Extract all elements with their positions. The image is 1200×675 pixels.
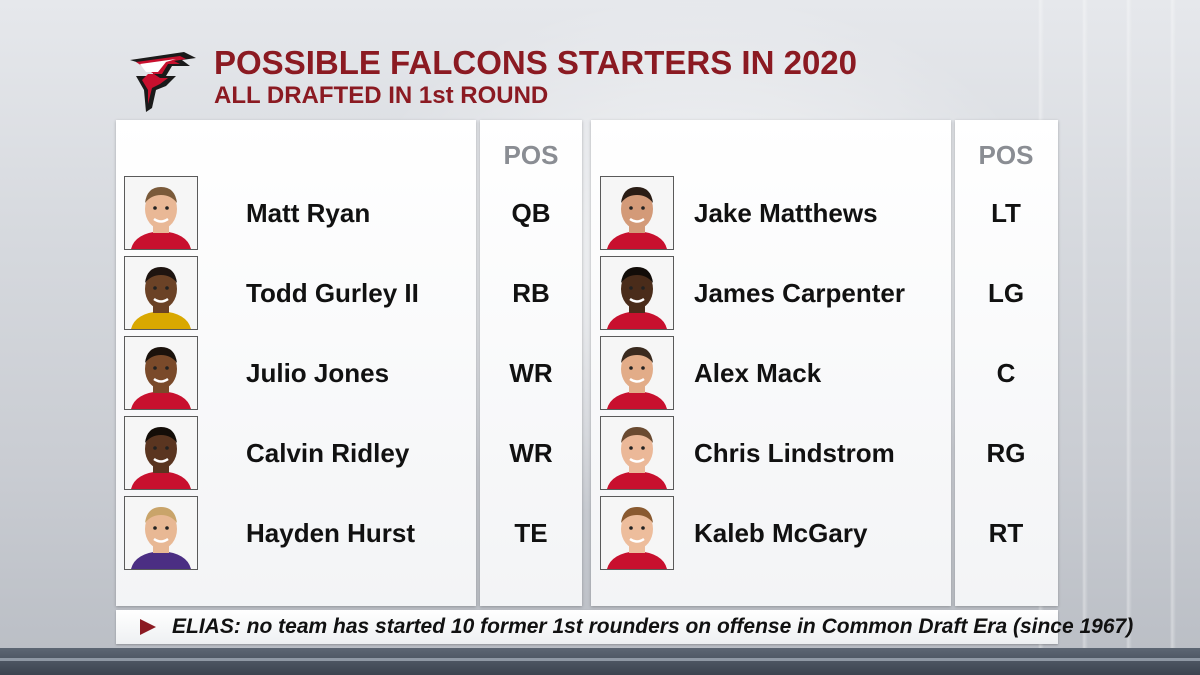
player-photo bbox=[600, 496, 674, 570]
player-position: RT bbox=[988, 518, 1024, 548]
player-photo bbox=[600, 256, 674, 330]
player-photo bbox=[124, 416, 198, 490]
player-name: Calvin Ridley bbox=[246, 438, 410, 468]
footer-note-bar: ELIAS: no team has started 10 former 1st… bbox=[116, 610, 1133, 644]
player-position: LG bbox=[987, 278, 1025, 308]
right-pos-header: POS bbox=[978, 140, 1034, 170]
player-name: James Carpenter bbox=[694, 278, 905, 308]
left-pos-panel bbox=[480, 120, 582, 606]
player-name: Hayden Hurst bbox=[246, 518, 416, 548]
page-title: POSSIBLE FALCONS STARTERS IN 2020 bbox=[214, 44, 858, 81]
player-position: WR bbox=[509, 358, 553, 388]
footer-note: ELIAS: no team has started 10 former 1st… bbox=[172, 615, 1134, 638]
player-position: C bbox=[996, 358, 1016, 388]
player-position: RG bbox=[986, 438, 1026, 468]
player-position: TE bbox=[514, 518, 548, 548]
player-name: Matt Ryan bbox=[246, 198, 371, 228]
bottom-bar bbox=[0, 648, 1200, 675]
right-pos-panel bbox=[955, 120, 1058, 606]
player-name: Jake Matthews bbox=[694, 198, 878, 228]
player-photo bbox=[124, 496, 198, 570]
player-photo bbox=[124, 336, 198, 410]
falcons-logo-icon bbox=[130, 52, 196, 112]
player-name: Todd Gurley II bbox=[246, 278, 419, 308]
player-position: RB bbox=[512, 278, 550, 308]
player-name: Kaleb McGary bbox=[694, 518, 868, 548]
left-pos-header: POS bbox=[503, 140, 559, 170]
player-name: Chris Lindstrom bbox=[694, 438, 895, 468]
player-position: LT bbox=[991, 198, 1021, 228]
player-position: QB bbox=[511, 198, 551, 228]
play-arrow-icon bbox=[140, 619, 156, 635]
player-photo bbox=[600, 336, 674, 410]
player-name: Julio Jones bbox=[246, 358, 390, 388]
player-photo bbox=[600, 176, 674, 250]
player-photo bbox=[124, 176, 198, 250]
player-photo bbox=[600, 416, 674, 490]
player-position: WR bbox=[509, 438, 553, 468]
page-subtitle: ALL DRAFTED IN 1st ROUND bbox=[214, 82, 549, 109]
player-photo bbox=[124, 256, 198, 330]
player-name: Alex Mack bbox=[694, 358, 822, 388]
